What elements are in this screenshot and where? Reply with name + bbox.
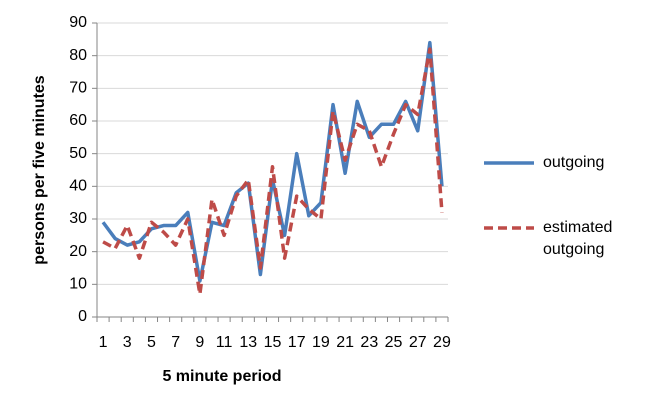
y-tick-label: 10 [69,276,87,293]
x-tick-marks [96,317,449,322]
x-tick-label: 23 [360,334,378,351]
y-tick-label: 20 [69,243,87,260]
x-tick-label: 29 [433,334,451,351]
x-tick-label: 9 [195,334,204,351]
x-axis-title: 5 minute period [162,368,281,385]
legend-label: outgoing [543,154,605,171]
y-tick-label: 40 [69,178,87,195]
x-tick-label: 21 [336,334,354,351]
x-tick-label: 27 [409,334,427,351]
x-tick-label: 5 [147,334,156,351]
y-tick-label: 70 [69,80,87,97]
x-tick-label: 1 [99,334,108,351]
series-line [102,47,444,296]
legend-label: estimated outgoing [543,219,613,258]
x-tick-label: 17 [288,334,306,351]
y-tick-label: 0 [78,308,87,325]
series-line [101,40,444,283]
y-axis-title: persons per five minutes [31,75,48,264]
y-tick-label: 30 [69,210,87,227]
x-tick-label: 13 [239,334,257,351]
x-tick-label: 3 [123,334,132,351]
x-tick-label: 25 [385,334,403,351]
x-tick-label: 7 [171,334,180,351]
x-tick-label: 15 [264,334,282,351]
y-tick-label: 60 [69,112,87,129]
y-tick-label: 50 [69,145,87,162]
x-tick-label: 11 [216,334,233,351]
y-tick-label: 80 [69,47,87,64]
y-tick-label: 90 [69,14,87,31]
x-tick-label: 19 [312,334,330,351]
